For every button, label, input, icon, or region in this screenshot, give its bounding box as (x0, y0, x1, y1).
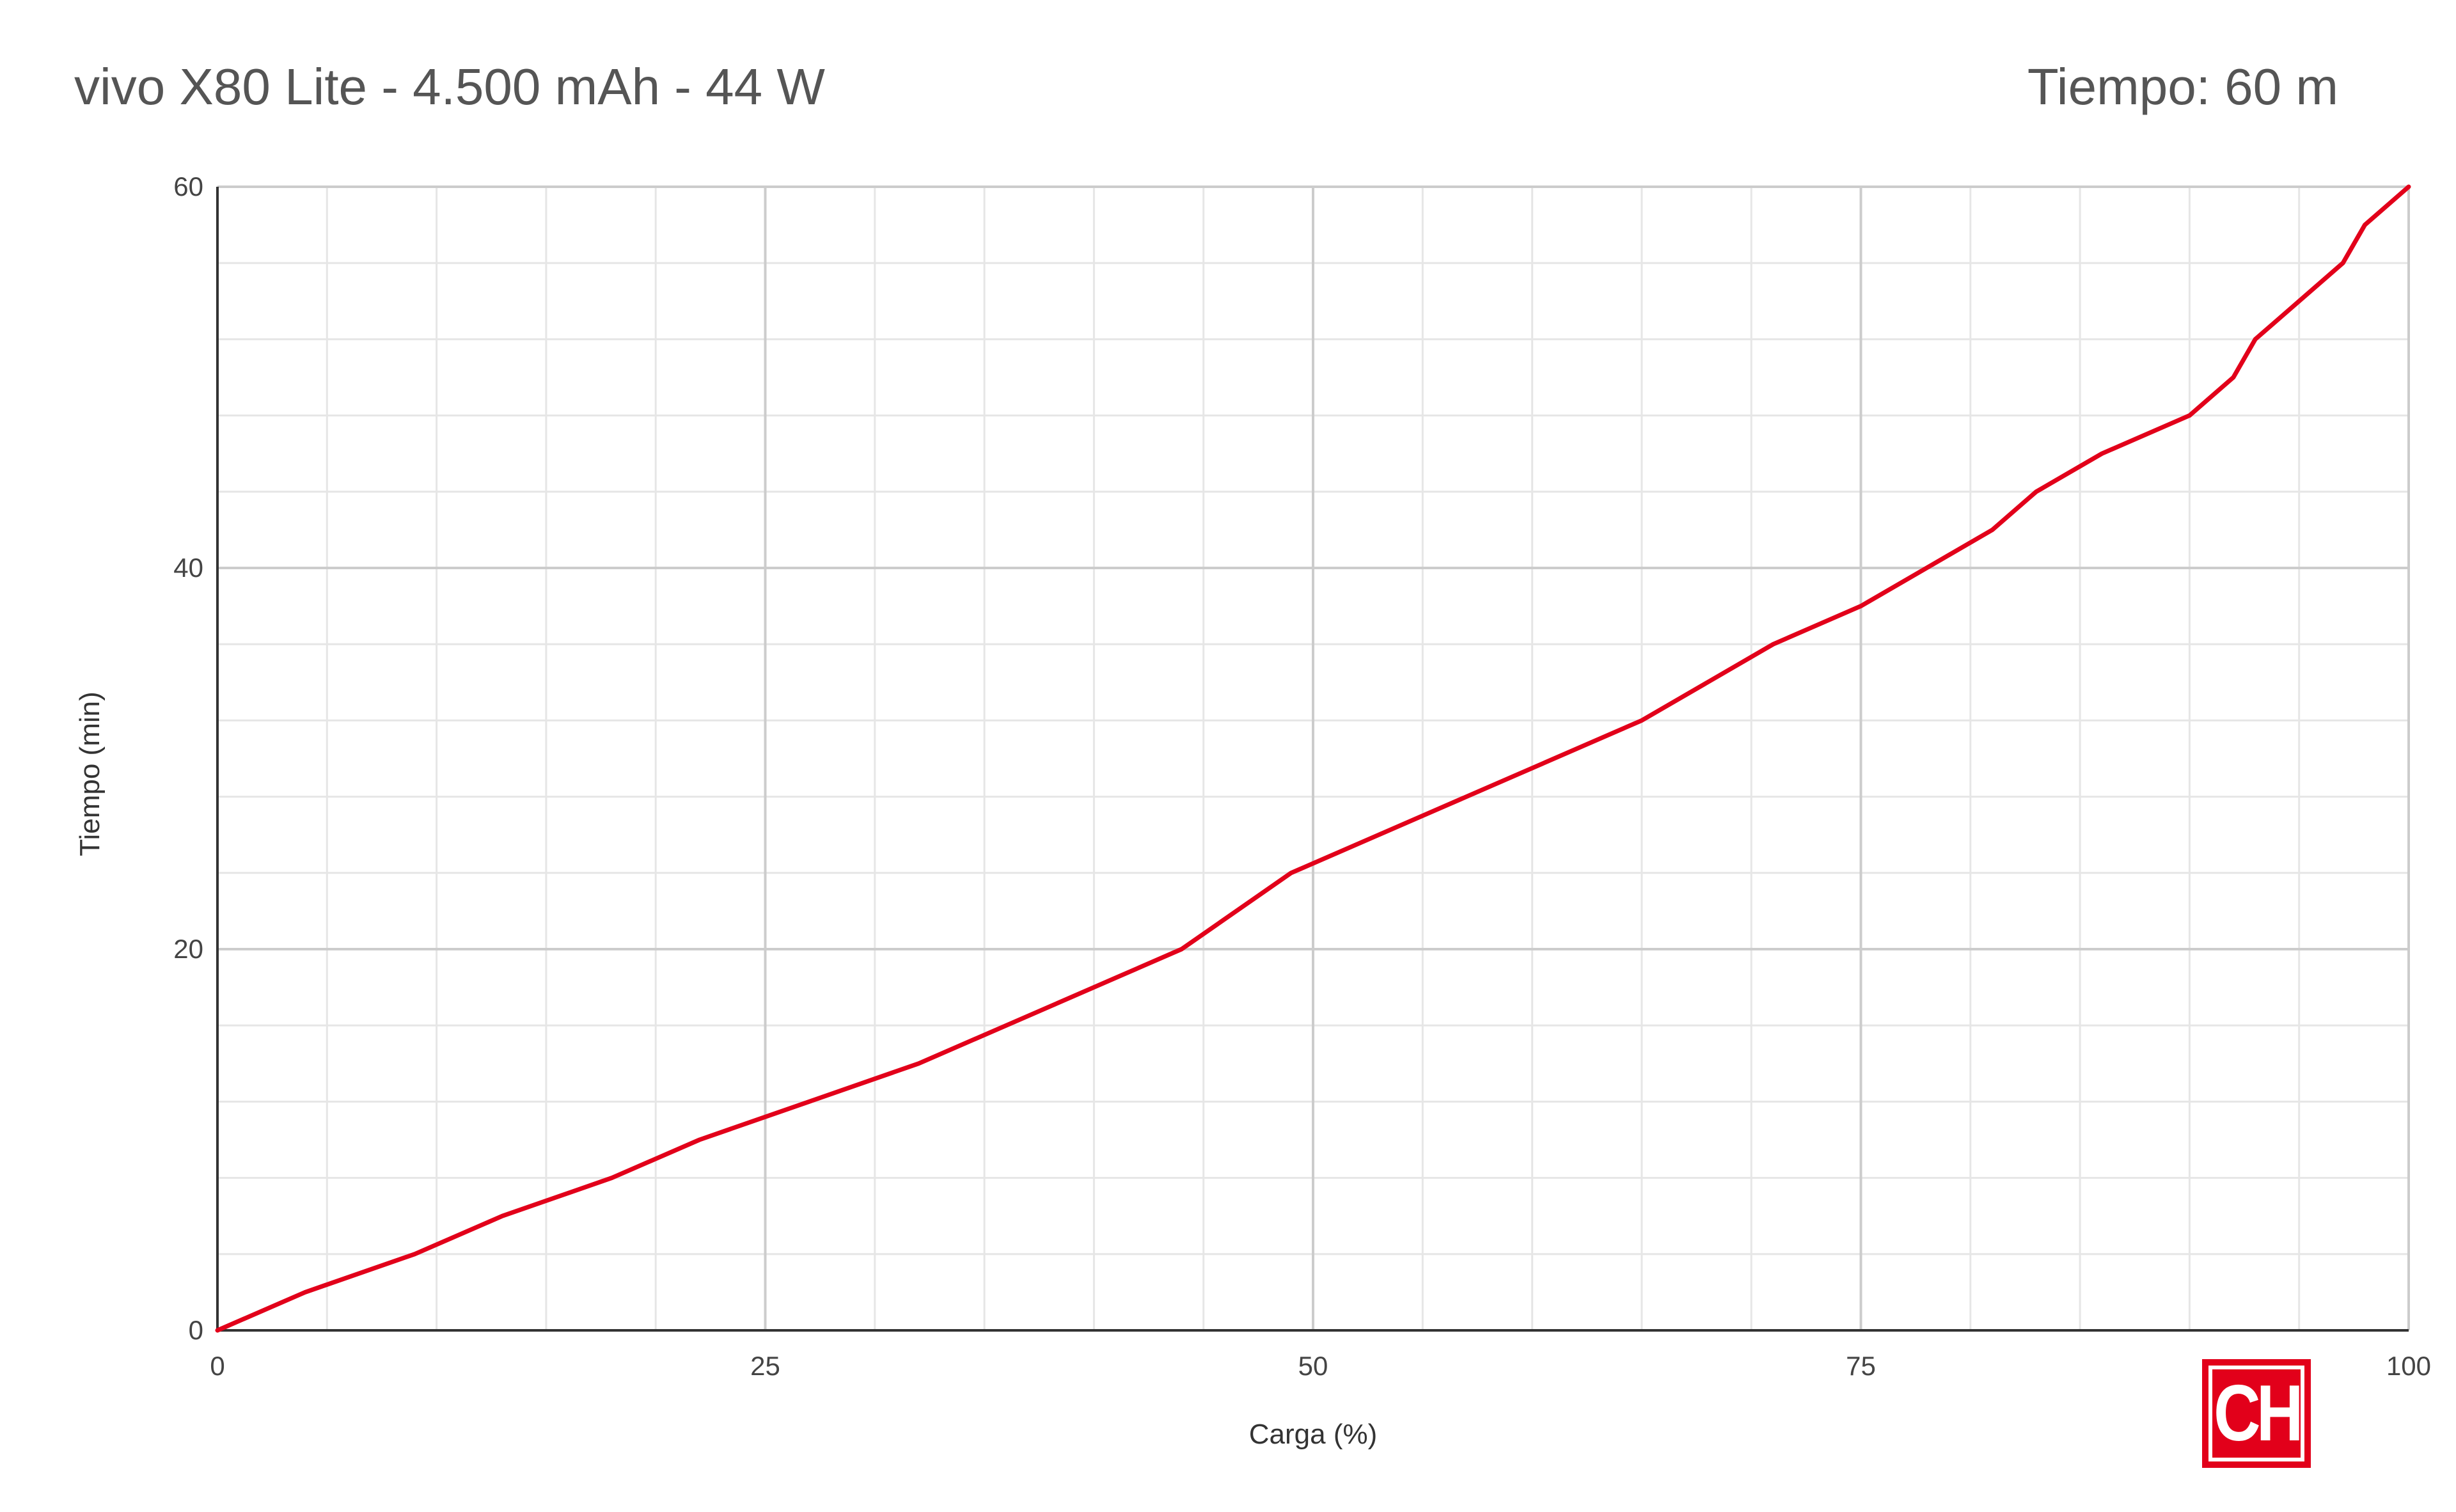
y-tick-label: 60 (173, 171, 203, 201)
ch-logo: CH (2202, 1359, 2311, 1468)
charge-time-line (215, 184, 2411, 1333)
y-axis-label: Tiempo (min) (74, 691, 106, 856)
x-tick-label: 50 (1298, 1351, 1328, 1381)
major-gridlines (217, 185, 2410, 1330)
tick-labels: 0 25 50 75 100 0 20 40 60 (173, 171, 2431, 1381)
y-tick-label: 0 (189, 1315, 203, 1345)
logo-frame (2208, 1366, 2304, 1461)
chart-title: vivo X80 Lite - 4.500 mAh - 44 W (74, 58, 825, 115)
x-tick-label: 0 (210, 1351, 224, 1381)
charge-time-label: Tiempo: 60 m (2027, 58, 2338, 115)
x-tick-label: 25 (750, 1351, 780, 1381)
y-tick-label: 20 (173, 934, 203, 964)
logo-text: CH (2214, 1369, 2303, 1458)
series-layer (215, 184, 2411, 1333)
x-tick-label: 75 (1846, 1351, 1876, 1381)
x-tick-label: 100 (2386, 1351, 2431, 1381)
y-tick-label: 40 (173, 553, 203, 583)
axes (216, 187, 2409, 1332)
x-axis-label: Carga (%) (1249, 1419, 1378, 1450)
